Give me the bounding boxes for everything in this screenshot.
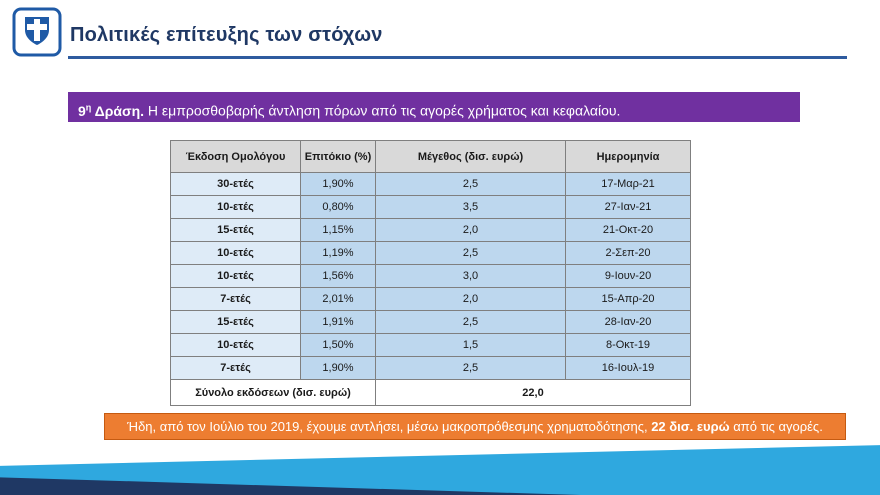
table-cell: 15-Απρ-20	[565, 287, 691, 311]
table-cell: 1,56%	[300, 264, 376, 288]
table-cell: 1,50%	[300, 333, 376, 357]
table-cell: 2,5	[375, 310, 566, 334]
bond-table-body: 30-ετές 1,90% 2,5 17-Μαρ-21 10-ετές 0,80% 3,5 2…	[170, 172, 691, 380]
table-cell: 3,0	[375, 264, 566, 288]
page-title: Πολιτικές επίτευξης των στόχων	[70, 24, 383, 46]
table-cell: 9-Ιουν-20	[565, 264, 691, 288]
greek-coat-of-arms-logo	[12, 7, 62, 57]
table-row: 15-ετές 1,91% 2,5 28-Ιαν-20	[170, 310, 691, 334]
table-cell: 8-Οκτ-19	[565, 333, 691, 357]
table-cell: 30-ετές	[170, 172, 301, 196]
table-cell: 2,5	[375, 172, 566, 196]
table-cell: 1,90%	[300, 172, 376, 196]
table-cell: 27-Ιαν-21	[565, 195, 691, 219]
column-header-bond: Έκδοση Ομολόγου	[170, 140, 301, 173]
table-cell: 1,5	[375, 333, 566, 357]
table-cell: 10-ετές	[170, 195, 301, 219]
action-label: Δράση.	[91, 102, 145, 119]
table-cell: 2,01%	[300, 287, 376, 311]
action-number-suffix: η	[85, 102, 92, 112]
table-cell: 1,19%	[300, 241, 376, 265]
table-cell: 10-ετές	[170, 264, 301, 288]
table-row: 10-ετές 1,19% 2,5 2-Σεπ-20	[170, 241, 691, 265]
action-banner: 9η Δράση. Η εμπροσθοβαρής άντληση πόρων …	[68, 92, 800, 122]
table-cell: 28-Ιαν-20	[565, 310, 691, 334]
table-cell: 7-ετές	[170, 287, 301, 311]
action-banner-text: Η εμπροσθοβαρής άντληση πόρων από τις αγ…	[144, 102, 621, 119]
table-cell: 17-Μαρ-21	[565, 172, 691, 196]
total-value: 22,0	[375, 379, 691, 406]
action-number: 9	[78, 102, 86, 119]
total-label: Σύνολο εκδόσεων (δισ. ευρώ)	[170, 379, 376, 406]
column-header-size: Μέγεθος (δισ. ευρώ)	[375, 140, 566, 173]
table-cell: 3,5	[375, 195, 566, 219]
table-cell: 2,5	[375, 356, 566, 380]
table-cell: 2,0	[375, 287, 566, 311]
table-row: 10-ετές 0,80% 3,5 27-Ιαν-21	[170, 195, 691, 219]
action-banner-bold: 9η Δράση.	[78, 102, 145, 119]
bottom-decoration	[0, 443, 880, 495]
summary-text-after: από τις αγορές.	[729, 419, 823, 434]
column-header-date: Ημερομηνία	[565, 140, 691, 173]
decorative-ribbon-navy	[0, 477, 581, 495]
table-cell: 21-Οκτ-20	[565, 218, 691, 242]
summary-text-before: Ήδη, από τον Ιούλιο του 2019, έχουμε αντ…	[127, 419, 652, 434]
title-divider	[68, 56, 847, 59]
table-row: 10-ετές 1,50% 1,5 8-Οκτ-19	[170, 333, 691, 357]
table-cell: 15-ετές	[170, 310, 301, 334]
table-cell: 0,80%	[300, 195, 376, 219]
column-header-rate: Επιτόκιο (%)	[300, 140, 376, 173]
table-row: 7-ετές 2,01% 2,0 15-Απρ-20	[170, 287, 691, 311]
bond-issuance-table: Έκδοση Ομολόγου Επιτόκιο (%) Μέγεθος (δι…	[170, 140, 691, 406]
table-row: 30-ετές 1,90% 2,5 17-Μαρ-21	[170, 172, 691, 196]
summary-amount: 22 δισ. ευρώ	[651, 419, 730, 434]
table-cell: 7-ετές	[170, 356, 301, 380]
table-cell: 1,91%	[300, 310, 376, 334]
table-cell: 10-ετές	[170, 241, 301, 265]
table-header-row: Έκδοση Ομολόγου Επιτόκιο (%) Μέγεθος (δι…	[170, 140, 691, 173]
table-cell: 2-Σεπ-20	[565, 241, 691, 265]
decorative-ribbon-light-blue	[0, 445, 880, 495]
table-cell: 1,15%	[300, 218, 376, 242]
table-cell: 15-ετές	[170, 218, 301, 242]
table-row: 7-ετές 1,90% 2,5 16-Ιουλ-19	[170, 356, 691, 380]
table-cell: 10-ετές	[170, 333, 301, 357]
table-row: 10-ετές 1,56% 3,0 9-Ιουν-20	[170, 264, 691, 288]
table-cell: 2,0	[375, 218, 566, 242]
funding-summary-banner: Ήδη, από τον Ιούλιο του 2019, έχουμε αντ…	[104, 413, 846, 440]
table-row: 15-ετές 1,15% 2,0 21-Οκτ-20	[170, 218, 691, 242]
table-total-row: Σύνολο εκδόσεων (δισ. ευρώ) 22,0	[170, 379, 691, 406]
table-cell: 2,5	[375, 241, 566, 265]
table-cell: 16-Ιουλ-19	[565, 356, 691, 380]
table-cell: 1,90%	[300, 356, 376, 380]
